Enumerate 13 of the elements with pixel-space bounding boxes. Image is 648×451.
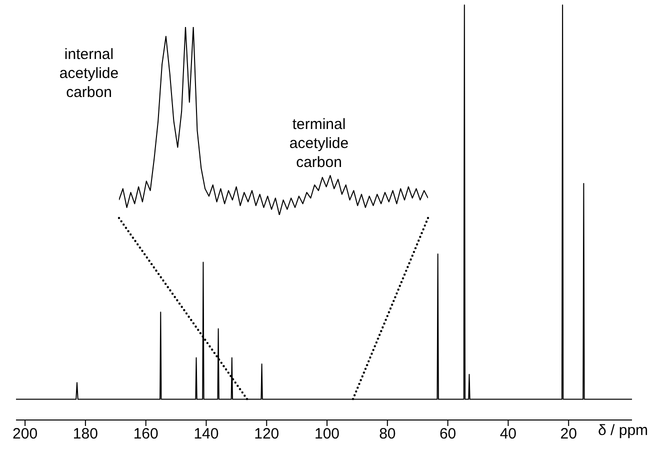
x-tick-label: 140 [194, 426, 219, 443]
x-tick-label: 80 [379, 426, 396, 443]
x-tick-label: 100 [314, 426, 340, 443]
x-tick-label: 60 [439, 426, 456, 443]
x-tick-label: 200 [12, 426, 38, 443]
x-tick-label: 160 [133, 426, 158, 443]
x-tick-label: 20 [560, 426, 577, 443]
annotation: internal acetylide carbon [58, 45, 120, 102]
x-tick-label: 120 [254, 426, 280, 443]
x-tick-label: 180 [72, 426, 98, 443]
x-tick-label: 40 [500, 426, 517, 443]
x-axis-title: δ / ppm [598, 422, 648, 439]
annotation: terminal acetylide carbon [288, 115, 350, 172]
